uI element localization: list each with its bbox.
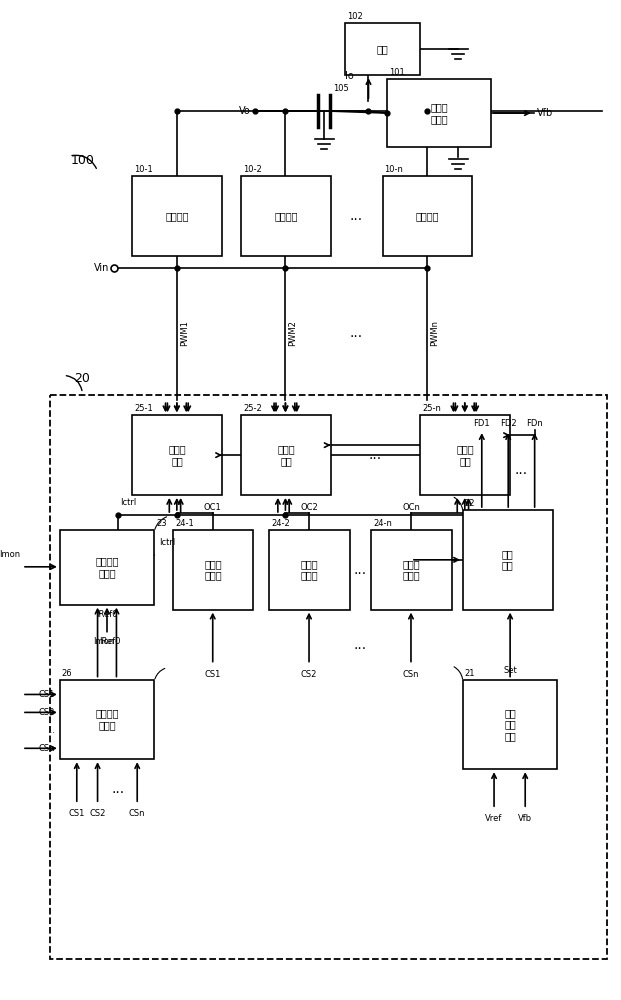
Text: 22: 22 bbox=[465, 499, 475, 508]
Text: 开关电路: 开关电路 bbox=[415, 211, 439, 221]
Text: 105: 105 bbox=[333, 84, 350, 93]
Bar bbox=[50, 395, 607, 959]
Text: 开关电路: 开关电路 bbox=[166, 211, 189, 221]
Text: Vfb: Vfb bbox=[537, 108, 553, 118]
Text: 电压检
测电路: 电压检 测电路 bbox=[430, 102, 448, 124]
Text: ...: ... bbox=[350, 209, 363, 223]
Text: 过流检
测电路: 过流检 测电路 bbox=[301, 559, 319, 581]
Text: ...: ... bbox=[515, 463, 528, 477]
Text: CS1: CS1 bbox=[39, 690, 55, 699]
Text: 负载: 负载 bbox=[377, 44, 389, 54]
Text: PWM2: PWM2 bbox=[288, 321, 297, 346]
Text: 子控制
电路: 子控制 电路 bbox=[168, 444, 186, 466]
Text: IRef0: IRef0 bbox=[99, 637, 121, 646]
Bar bbox=[345, 23, 420, 75]
Text: 102: 102 bbox=[347, 12, 363, 21]
Text: Vo: Vo bbox=[238, 106, 250, 116]
Text: FDn: FDn bbox=[526, 419, 543, 428]
Text: OCn: OCn bbox=[402, 503, 420, 512]
Text: 10-1: 10-1 bbox=[134, 165, 153, 174]
Text: Imon: Imon bbox=[93, 637, 114, 646]
Text: ...: ... bbox=[350, 326, 363, 340]
Text: Vin: Vin bbox=[94, 263, 109, 273]
Text: OC2: OC2 bbox=[300, 503, 318, 512]
Text: 25-1: 25-1 bbox=[134, 404, 153, 413]
Text: 24-1: 24-1 bbox=[175, 519, 194, 528]
Text: 25-n: 25-n bbox=[422, 404, 441, 413]
Text: 总电流计
算电路: 总电流计 算电路 bbox=[95, 709, 119, 730]
Text: FD1: FD1 bbox=[473, 419, 490, 428]
Bar bbox=[241, 415, 331, 495]
Text: OC1: OC1 bbox=[204, 503, 222, 512]
Text: 过流检
测电路: 过流检 测电路 bbox=[402, 559, 420, 581]
Text: 10-n: 10-n bbox=[384, 165, 404, 174]
Text: ...: ... bbox=[353, 638, 366, 652]
Text: CSn: CSn bbox=[129, 809, 145, 818]
Bar bbox=[388, 79, 491, 147]
Text: Vfb: Vfb bbox=[518, 814, 532, 823]
Text: 电压
控制
电路: 电压 控制 电路 bbox=[504, 708, 516, 741]
Text: 25-2: 25-2 bbox=[243, 404, 261, 413]
Text: IRef0: IRef0 bbox=[96, 610, 118, 619]
Bar bbox=[383, 176, 473, 256]
Text: 分频
电路: 分频 电路 bbox=[502, 549, 514, 571]
Text: CS1: CS1 bbox=[204, 670, 221, 679]
Text: 23: 23 bbox=[156, 519, 166, 528]
Text: 24-n: 24-n bbox=[373, 519, 392, 528]
Bar bbox=[132, 176, 222, 256]
Text: ...: ... bbox=[47, 726, 55, 735]
Text: Vref: Vref bbox=[486, 814, 503, 823]
Text: 子控制
电路: 子控制 电路 bbox=[456, 444, 474, 466]
Text: 20: 20 bbox=[75, 372, 91, 385]
Text: Ictrl: Ictrl bbox=[120, 498, 137, 507]
Text: CS2: CS2 bbox=[39, 708, 55, 717]
Bar bbox=[420, 415, 510, 495]
Bar bbox=[371, 530, 451, 610]
Text: Io: Io bbox=[345, 71, 354, 81]
Bar bbox=[60, 530, 154, 605]
Text: Imon: Imon bbox=[0, 550, 20, 559]
Bar bbox=[132, 415, 222, 495]
Bar bbox=[463, 680, 557, 769]
Text: ...: ... bbox=[368, 448, 382, 462]
Bar bbox=[270, 530, 350, 610]
Text: 开关电路: 开关电路 bbox=[274, 211, 297, 221]
Text: CSn: CSn bbox=[39, 744, 55, 753]
Text: FD2: FD2 bbox=[500, 419, 517, 428]
Text: ...: ... bbox=[353, 563, 366, 577]
Text: CS2: CS2 bbox=[89, 809, 106, 818]
Text: 24-2: 24-2 bbox=[271, 519, 290, 528]
Text: PWM1: PWM1 bbox=[179, 321, 189, 346]
Text: 21: 21 bbox=[465, 669, 475, 678]
Text: 100: 100 bbox=[71, 154, 94, 167]
Text: 过流检
测电路: 过流检 测电路 bbox=[204, 559, 222, 581]
Text: 26: 26 bbox=[61, 669, 72, 678]
Text: 101: 101 bbox=[389, 68, 405, 77]
Text: 子控制
电路: 子控制 电路 bbox=[277, 444, 295, 466]
Bar bbox=[173, 530, 253, 610]
Text: CS1: CS1 bbox=[68, 809, 85, 818]
Bar bbox=[60, 680, 154, 759]
Text: Set: Set bbox=[503, 666, 517, 675]
Text: CSn: CSn bbox=[403, 670, 419, 679]
Text: ...: ... bbox=[112, 782, 125, 796]
Text: PWMn: PWMn bbox=[430, 320, 439, 346]
Text: CS2: CS2 bbox=[301, 670, 317, 679]
Text: 总电流控
制电路: 总电流控 制电路 bbox=[95, 557, 119, 578]
Bar bbox=[463, 510, 553, 610]
Text: Ictrl: Ictrl bbox=[159, 538, 175, 547]
Text: 10-2: 10-2 bbox=[243, 165, 261, 174]
Bar bbox=[241, 176, 331, 256]
